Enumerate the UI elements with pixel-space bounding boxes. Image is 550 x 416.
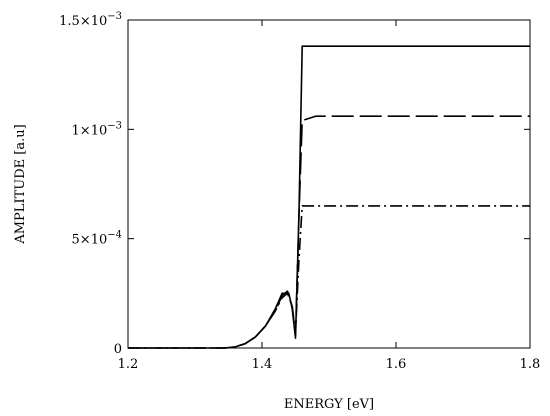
y-tick-base: 1×10 — [72, 123, 108, 138]
y-tick-label: 1.5×10−3 — [59, 11, 122, 29]
plot-frame — [127, 19, 531, 349]
y-tick-label: 1×10−3 — [72, 120, 122, 138]
y-tick-exponent: −4 — [107, 230, 122, 241]
x-tick-label: 1.2 — [118, 357, 139, 372]
y-tick-exponent: −3 — [107, 11, 122, 22]
x-tick-label: 1.8 — [520, 357, 541, 372]
y-tick-base: 5×10 — [72, 233, 108, 248]
series-line-solid — [128, 45, 530, 349]
series-layer — [128, 45, 530, 349]
series-line-dashdot — [128, 205, 530, 349]
y-tick-exponent: −3 — [107, 120, 122, 131]
y-tick-base: 0 — [114, 342, 122, 357]
y-tick-base: 1.5×10 — [59, 14, 107, 29]
series-line-dashed — [128, 115, 530, 349]
tick-layer: 1.2 1.4 1.6 1.805×10−41×10−31.5×10−3 — [59, 11, 540, 372]
x-tick-label: 1.4 — [252, 357, 273, 372]
y-tick-label: 5×10−4 — [72, 230, 122, 248]
x-axis-label: ENERGY [eV] — [284, 397, 374, 412]
y-axis-label: AMPLITUDE [a.u] — [13, 124, 28, 244]
x-tick-label: 1.6 — [386, 357, 407, 372]
y-tick-label: 0 — [114, 342, 122, 357]
